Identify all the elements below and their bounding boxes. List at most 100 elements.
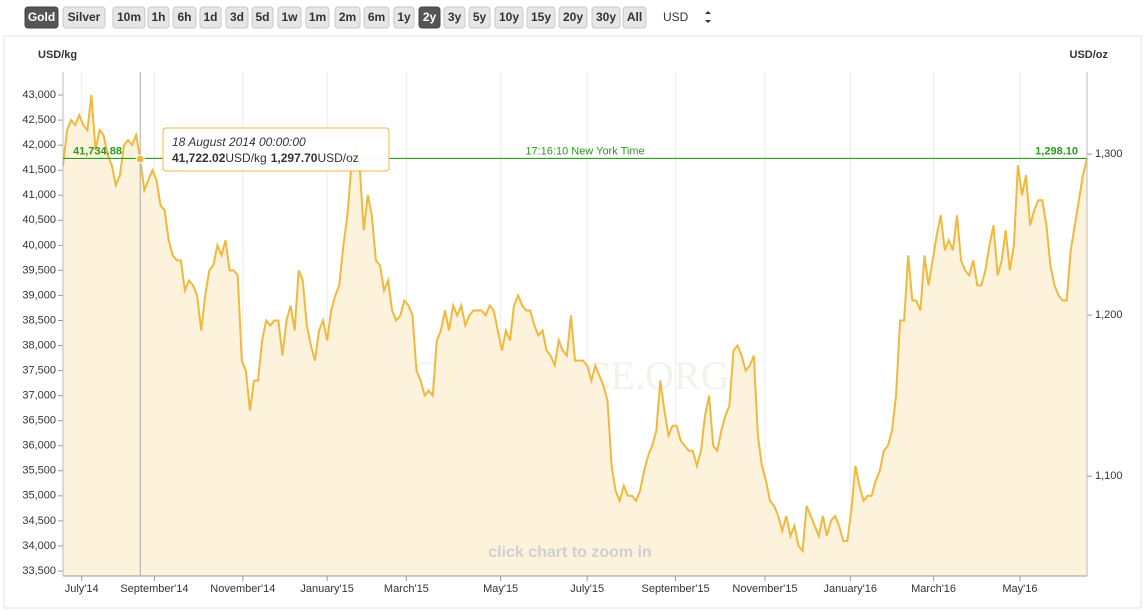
button-label: Silver: [68, 10, 101, 24]
button-label: 1w: [281, 10, 298, 24]
y-tick-label: 36,000: [22, 440, 56, 452]
select-value: USD: [663, 10, 689, 24]
currency-select[interactable]: USD: [655, 7, 717, 28]
range-button[interactable]: 5d: [251, 6, 274, 29]
button-bg: [334, 6, 361, 29]
x-tick-label: September'15: [641, 583, 709, 595]
chart: GOLDPRICE.ORGJuly'14September'14November…: [22, 49, 1122, 595]
x-tick-label: January'16: [824, 583, 877, 595]
button-label: 15y: [531, 10, 551, 24]
tooltip-date: 18 August 2014 00:00:00: [172, 135, 306, 149]
button-label: 1h: [151, 10, 165, 24]
range-button[interactable]: 1d: [199, 6, 222, 29]
button-label: 2y: [423, 10, 437, 24]
y-tick-label: 35,000: [22, 490, 56, 502]
y-tick-label: 42,000: [22, 139, 56, 151]
y-axis-label: USD/kg: [38, 49, 77, 61]
button-bg: [112, 6, 146, 29]
y2-tick-label: 1,200: [1095, 309, 1123, 321]
y-tick-label: 43,000: [22, 89, 56, 101]
range-button[interactable]: 1h: [147, 6, 170, 29]
area: [63, 95, 1087, 576]
range-button[interactable]: 15y: [526, 6, 556, 29]
button-label: 1m: [309, 10, 326, 24]
button-label: 6h: [177, 10, 191, 24]
range-button[interactable]: 5y: [468, 6, 491, 29]
y-tick-label: 34,500: [22, 515, 56, 527]
button-label: 20y: [563, 10, 583, 24]
x-tick-label: September'14: [120, 583, 188, 595]
x-tick-label: November'14: [210, 583, 275, 595]
y-tick-label: 41,000: [22, 189, 56, 201]
x-tick-label: May'15: [483, 583, 518, 595]
button-label: 30y: [596, 10, 616, 24]
button-bg: [24, 6, 59, 29]
button-bg: [622, 6, 647, 29]
y-tick-label: 35,500: [22, 465, 56, 477]
tooltip-part: USD/kg: [225, 151, 266, 165]
current-price-kg: 41,734.88: [73, 145, 122, 157]
x-tick-label: July'14: [65, 583, 99, 595]
button-bg: [558, 6, 588, 29]
range-button[interactable]: All: [622, 6, 647, 29]
range-button[interactable]: 30y: [591, 6, 621, 29]
button-label: 6m: [368, 10, 385, 24]
button-label: Gold: [28, 10, 55, 24]
button-label: 1y: [397, 10, 411, 24]
range-button[interactable]: 2m: [334, 6, 361, 29]
y-tick-label: 33,500: [22, 565, 56, 577]
y2-tick-label: 1,300: [1095, 148, 1123, 160]
y-tick-label: 40,000: [22, 239, 56, 251]
tooltip-box: [162, 127, 390, 172]
tooltip-values: 41,722.02USD/kg 1,297.70USD/oz: [172, 151, 359, 165]
x-tick-label: March'16: [911, 583, 956, 595]
range-button[interactable]: Silver: [62, 6, 106, 29]
button-bg: [443, 6, 466, 29]
select-arrows: [705, 11, 711, 23]
range-button[interactable]: 10m: [112, 6, 146, 29]
x-tick-label: November'15: [732, 583, 797, 595]
range-button[interactable]: Gold: [24, 6, 59, 29]
button-bg: [526, 6, 556, 29]
tooltip-part: USD/oz: [317, 151, 358, 165]
button-bg: [62, 6, 106, 29]
range-button[interactable]: 1m: [305, 6, 330, 29]
button-bg: [393, 6, 415, 29]
y-tick-label: 34,000: [22, 540, 56, 552]
range-button[interactable]: 2y: [418, 6, 441, 29]
x-tick-label: March'15: [384, 583, 429, 595]
hover-marker: [135, 154, 145, 164]
current-price-oz: 1,298.10: [1035, 145, 1078, 157]
range-button[interactable]: 3y: [443, 6, 466, 29]
range-button[interactable]: 10y: [494, 6, 524, 29]
y-tick-label: 39,000: [22, 289, 56, 301]
y-tick-label: 40,500: [22, 214, 56, 226]
button-bg: [199, 6, 222, 29]
button-bg: [418, 6, 441, 29]
button-label: 2m: [339, 10, 356, 24]
button-bg: [468, 6, 491, 29]
button-bg: [251, 6, 274, 29]
tooltip-part: 41,722.02: [172, 151, 226, 165]
y2-tick-label: 1,100: [1095, 470, 1123, 482]
button-bg: [494, 6, 524, 29]
button-label: 10m: [117, 10, 141, 24]
y-tick-label: 41,500: [22, 164, 56, 176]
range-button[interactable]: 20y: [558, 6, 588, 29]
range-button[interactable]: 1w: [277, 6, 302, 29]
button-bg: [591, 6, 621, 29]
button-bg: [363, 6, 390, 29]
button-bg: [172, 6, 197, 29]
y-tick-label: 38,000: [22, 339, 56, 351]
range-button[interactable]: 1y: [393, 6, 415, 29]
button-label: 1d: [203, 10, 217, 24]
button-bg: [225, 6, 249, 29]
button-label: 5y: [473, 10, 487, 24]
button-bg: [305, 6, 330, 29]
button-label: 3d: [230, 10, 244, 24]
range-button[interactable]: 6h: [172, 6, 197, 29]
range-button[interactable]: 6m: [363, 6, 390, 29]
select-bg: [655, 7, 717, 28]
range-button[interactable]: 3d: [225, 6, 249, 29]
